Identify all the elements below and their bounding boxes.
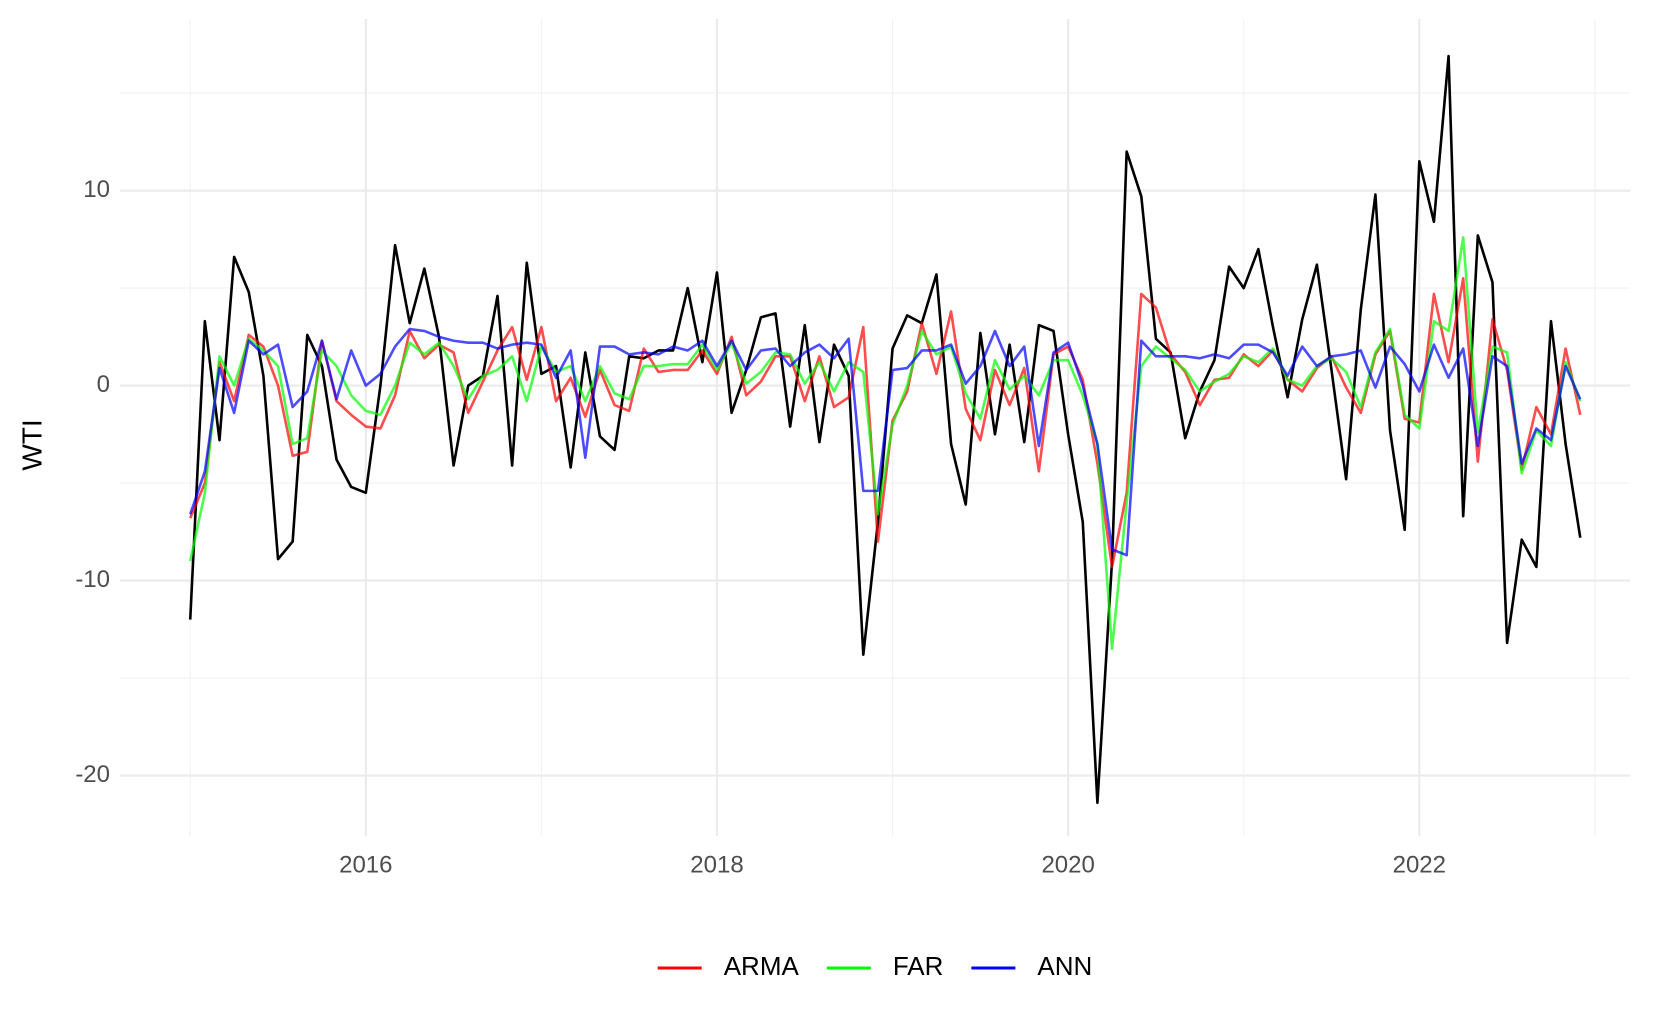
- x-tick-label: 2018: [690, 851, 743, 878]
- y-axis-title: WTI: [16, 419, 47, 470]
- legend-label: ARMA: [724, 951, 800, 981]
- legend-label: FAR: [893, 951, 944, 981]
- series-line: [188, 236, 1582, 651]
- x-tick-label: 2016: [339, 851, 392, 878]
- legend-label: ANN: [1037, 951, 1092, 981]
- x-tick-label: 2020: [1041, 851, 1094, 878]
- y-tick-label: 10: [83, 176, 110, 203]
- x-tick-label: 2022: [1393, 851, 1446, 878]
- y-tick-label: 0: [97, 371, 110, 398]
- series-line: [188, 327, 1582, 557]
- y-tick-label: -20: [75, 761, 110, 788]
- y-tick-label: -10: [75, 566, 110, 593]
- legend: ARMA FAR ANN: [657, 951, 1092, 981]
